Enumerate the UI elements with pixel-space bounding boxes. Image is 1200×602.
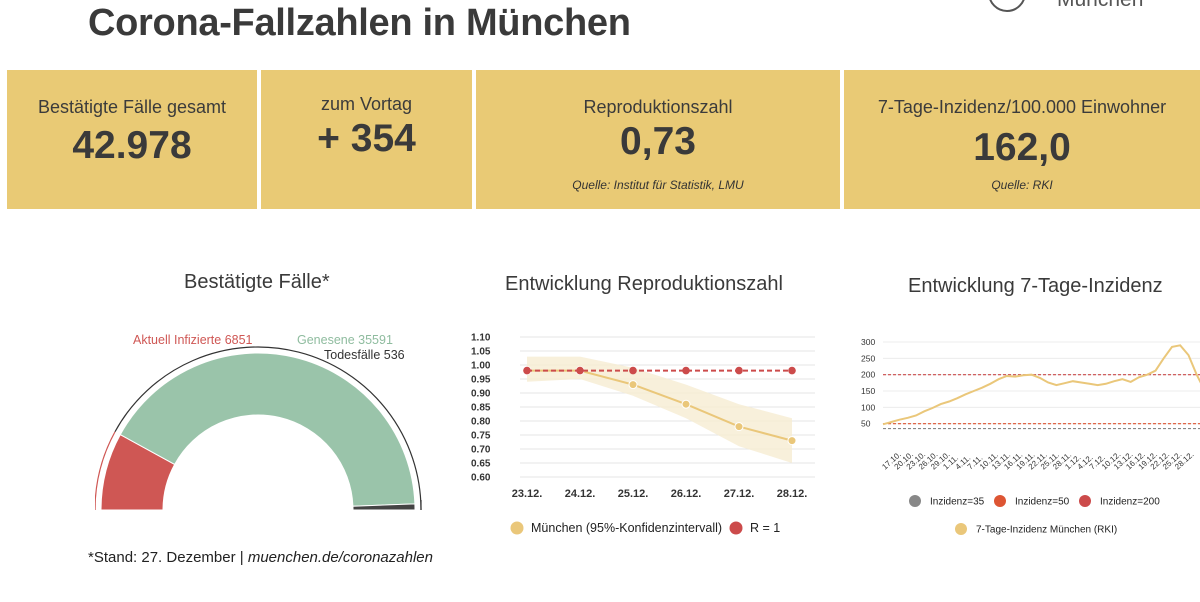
y-tick-label: 0.95 xyxy=(471,375,491,386)
deaths-label: Todesfälle 536 xyxy=(324,348,405,362)
legend-marker xyxy=(994,495,1006,507)
footnote-date: *Stand: 27. Dezember | xyxy=(88,549,248,566)
muenchen-point xyxy=(787,436,797,446)
y-tick-label: 0.85 xyxy=(471,403,491,414)
reproduction-value: 0,73 xyxy=(620,120,696,163)
legend-label: Inzidenz=50 xyxy=(1015,497,1070,508)
infected-outline xyxy=(95,431,116,511)
incidence-value: 162,0 xyxy=(973,126,1071,169)
x-tick-label: 28.12. xyxy=(777,488,808,500)
y-tick-label: 1.00 xyxy=(471,361,491,372)
y-tick-label: 0.90 xyxy=(471,389,491,400)
incidence-source: Quelle: RKI xyxy=(991,178,1053,192)
r1-point xyxy=(788,366,796,375)
muenchen-point xyxy=(628,380,638,390)
y-tick-label: 50 xyxy=(861,419,871,429)
recovered-slice xyxy=(119,352,416,507)
legend-marker xyxy=(909,495,921,507)
y-tick-label: 0.75 xyxy=(471,431,491,442)
muenchen-point xyxy=(681,399,691,409)
incidence-line xyxy=(882,344,1200,426)
y-tick-label: 1.05 xyxy=(471,347,491,358)
x-tick-label: 24.12. xyxy=(565,488,596,500)
footnote: *Stand: 27. Dezember | muenchen.de/coron… xyxy=(88,549,433,566)
y-tick-label: 1.10 xyxy=(471,333,491,344)
total-cases-value: 42.978 xyxy=(72,124,192,167)
y-tick-label: 0.80 xyxy=(471,417,491,428)
y-tick-label: 200 xyxy=(861,370,875,380)
recovered-outline xyxy=(114,346,422,511)
legend-r1-label: R = 1 xyxy=(750,521,780,535)
confidence-band xyxy=(527,356,792,463)
reproduction-chart-title: Entwicklung Reproduktionszahl xyxy=(505,273,783,295)
muenchen-point xyxy=(734,422,744,432)
legend-muenchen-label: München (95%-Konfidenzintervall) xyxy=(531,521,722,535)
daily-change-label: zum Vortag xyxy=(320,94,413,114)
cases-chart-title: Bestätigte Fälle* xyxy=(184,271,330,293)
x-tick-label: 27.12. xyxy=(724,488,755,500)
r1-point xyxy=(523,366,531,375)
daily-change-box: zum Vortag + 354 xyxy=(261,70,472,209)
y-tick-label: 150 xyxy=(861,386,875,396)
legend-label: Inzidenz=200 xyxy=(1100,497,1160,508)
footnote-source-link[interactable]: muenchen.de/coronazahlen xyxy=(247,549,433,566)
legend-marker xyxy=(1079,495,1091,507)
x-tick-label: 25.12. xyxy=(618,488,649,500)
city-logo-icon xyxy=(988,0,1026,12)
r1-point xyxy=(576,366,584,375)
y-tick-label: 0.60 xyxy=(471,473,491,484)
reproduction-box: Reproduktionszahl 0,73 Quelle: Institut … xyxy=(476,70,840,209)
total-cases-label: Bestätigte Fälle gesamt xyxy=(37,97,227,117)
x-tick-label: 23.12. xyxy=(512,488,543,500)
r1-point xyxy=(735,366,743,375)
legend-label: 7-Tage-Inzidenz München (RKI) xyxy=(976,525,1117,536)
reproduction-label: Reproduktionszahl xyxy=(583,97,733,117)
deaths-slice xyxy=(352,503,416,511)
r1-point xyxy=(629,366,637,375)
cases-half-donut-chart: Aktuell Infizierte 6851 Genesene 35591Tod… xyxy=(95,333,422,511)
reproduction-source: Quelle: Institut für Statistik, LMU xyxy=(572,178,744,192)
incidence-label: 7-Tage-Inzidenz/100.000 Einwohner xyxy=(877,97,1167,117)
r1-point xyxy=(682,366,690,375)
incidence-box: 7-Tage-Inzidenz/100.000 Einwohner 162,0 … xyxy=(844,70,1200,209)
legend-muenchen-marker xyxy=(510,521,524,535)
y-tick-label: 0.65 xyxy=(471,459,491,470)
total-cases-box: Bestätigte Fälle gesamt 42.978 xyxy=(7,70,257,209)
logo-text: München xyxy=(1057,0,1143,12)
daily-change-value: + 354 xyxy=(317,117,416,160)
y-tick-label: 300 xyxy=(861,337,875,347)
infected-label: Aktuell Infizierte 6851 xyxy=(133,333,253,347)
x-tick-label: 26.12. xyxy=(671,488,702,500)
recovered-label: Genesene 35591 xyxy=(297,333,393,347)
legend-label: Inzidenz=35 xyxy=(930,497,985,508)
y-tick-label: 100 xyxy=(861,402,875,412)
reproduction-line-chart: 1.10 1.05 1.00 0.95 0.90 0.85 0.80 0.75 0.70 0.65… xyxy=(471,333,815,535)
y-tick-label: 250 xyxy=(861,353,875,363)
legend-marker xyxy=(955,523,967,535)
legend-r1-marker xyxy=(729,521,743,535)
incidence-line-chart: 3002502001501005017.10.20.10.23.10.26.10… xyxy=(861,337,1200,536)
page-title: Corona-Fallzahlen in München xyxy=(88,2,631,44)
y-tick-label: 0.70 xyxy=(471,445,491,456)
incidence-chart-title: Entwicklung 7-Tage-Inzidenz xyxy=(908,275,1163,297)
